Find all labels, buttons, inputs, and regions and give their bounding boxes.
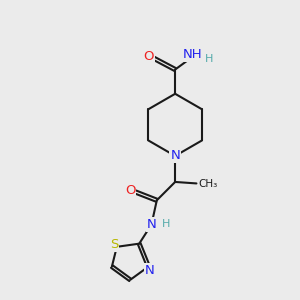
- Text: O: O: [143, 50, 154, 63]
- Text: O: O: [125, 184, 135, 197]
- Text: N: N: [170, 149, 180, 162]
- Text: N: N: [145, 264, 155, 277]
- Text: H: H: [161, 219, 170, 229]
- Text: H: H: [205, 55, 213, 64]
- Text: N: N: [147, 218, 156, 231]
- Text: S: S: [110, 238, 118, 251]
- Text: CH₃: CH₃: [198, 179, 218, 189]
- Text: NH: NH: [183, 48, 203, 61]
